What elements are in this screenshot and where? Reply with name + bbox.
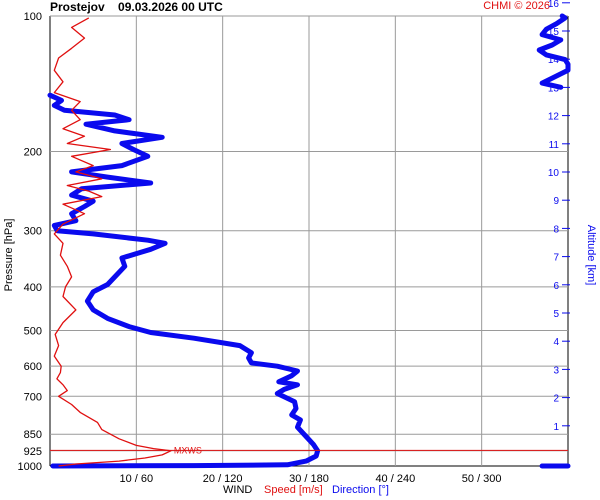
wind-tick-label: 20 / 120 [203, 473, 243, 485]
altitude-tick-label: 12 [548, 112, 560, 123]
direction-legend: Direction [°] [332, 484, 389, 496]
station-name: Prostejov [50, 0, 105, 14]
pressure-tick-label: 600 [24, 361, 42, 373]
direction-line-upper [536, 13, 571, 90]
altitude-tick-label: 8 [553, 224, 559, 235]
speed-line [53, 17, 172, 467]
altitude-tick-label: 11 [549, 140, 560, 151]
wind-tick-label: 40 / 240 [375, 473, 415, 485]
pressure-tick-label: 850 [24, 429, 42, 441]
chart-title: Prostejov 09.03.2026 00 UTC [50, 0, 223, 14]
altitude-tick-label: 10 [548, 168, 560, 179]
altitude-tick-label: 3 [553, 365, 559, 376]
wind-tick-label: 30 / 180 [289, 473, 329, 485]
grid [49, 15, 569, 467]
copyright-label: CHMI © 2026 [483, 0, 550, 12]
altitude-tick-label: 1 [553, 422, 559, 433]
pressure-tick-label: 100 [24, 11, 42, 23]
altitude-tick-label: 16 [548, 0, 560, 10]
altitude-tick-label: 9 [553, 196, 559, 207]
pressure-tick-label: 925 [24, 446, 42, 458]
pressure-tick-label: 1000 [18, 461, 42, 473]
altitude-tick-label: 13 [548, 83, 560, 94]
altitude-tick-label: 4 [553, 337, 559, 348]
altitude-tick-label: 15 [548, 27, 560, 38]
altitude-tick-label: 2 [553, 394, 559, 405]
altitude-tick-label: 7 [553, 253, 559, 264]
pressure-tick-label: 200 [24, 146, 42, 158]
sounding-datetime: 09.03.2026 00 UTC [118, 0, 223, 14]
pressure-tick-label: 400 [24, 282, 42, 294]
altitude-axis-title: Altitude [km] [585, 225, 597, 286]
x-axis-label: WIND [223, 484, 253, 496]
pressure-tick-label: 300 [24, 226, 42, 238]
pressure-tick-label: 700 [24, 391, 42, 403]
speed-legend: Speed [m/s] [264, 484, 323, 496]
direction-line-lower [47, 92, 321, 469]
y-axis-title: Pressure [hPa] [3, 219, 15, 292]
altitude-tick-label: 6 [553, 281, 559, 292]
altitude-tick-label: 14 [548, 55, 560, 66]
wind-tick-label: 10 / 60 [120, 473, 154, 485]
series-layer [47, 13, 571, 469]
max-wind-label: MXWS [174, 445, 202, 455]
wind-tick-label: 50 / 300 [462, 473, 502, 485]
altitude-tick-label: 5 [553, 309, 559, 320]
pressure-tick-label: 500 [24, 326, 42, 338]
